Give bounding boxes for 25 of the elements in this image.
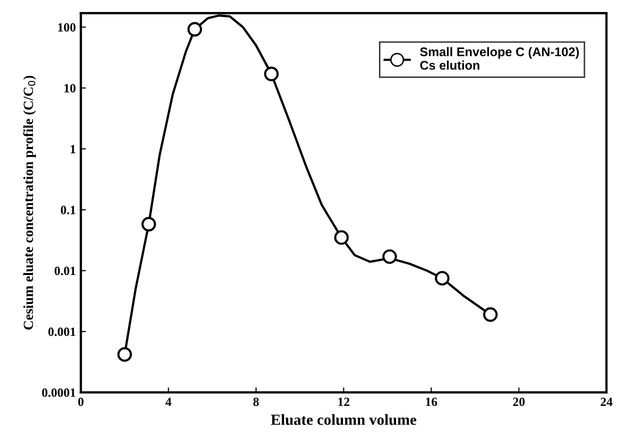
point xyxy=(187,22,202,37)
y-tick-label: 1 xyxy=(70,144,76,154)
x-tick-label: 0 xyxy=(78,398,84,406)
legend-label: Small Envelope C (AN-102) Cs elution xyxy=(420,47,579,70)
x-tick-label: 24 xyxy=(600,398,612,406)
x-tick-label: 16 xyxy=(426,398,438,406)
x-tick-label: 4 xyxy=(166,398,172,406)
point xyxy=(141,216,156,232)
x-axis-title: Eluate column volume xyxy=(270,414,416,425)
point xyxy=(382,249,397,264)
point xyxy=(264,66,279,82)
y-tick-label: 0.01 xyxy=(54,266,76,276)
x-tick-label: 20 xyxy=(513,398,525,406)
y-tick-label: 10 xyxy=(64,84,76,92)
point xyxy=(117,347,132,362)
y-tick-label: 0.1 xyxy=(60,206,76,214)
y-tick-label: 100 xyxy=(58,23,76,32)
x-tick-label: 8 xyxy=(253,398,259,406)
point xyxy=(434,270,450,286)
x-tick-label: 12 xyxy=(338,398,350,406)
y-tick-label: 0.001 xyxy=(48,328,76,336)
y-tick-label: 0.0001 xyxy=(42,388,76,397)
point xyxy=(334,230,349,245)
y-axis-title: Cesium eluate concentration profile (C/C$_{0}$) xyxy=(23,76,36,330)
point xyxy=(483,307,498,322)
